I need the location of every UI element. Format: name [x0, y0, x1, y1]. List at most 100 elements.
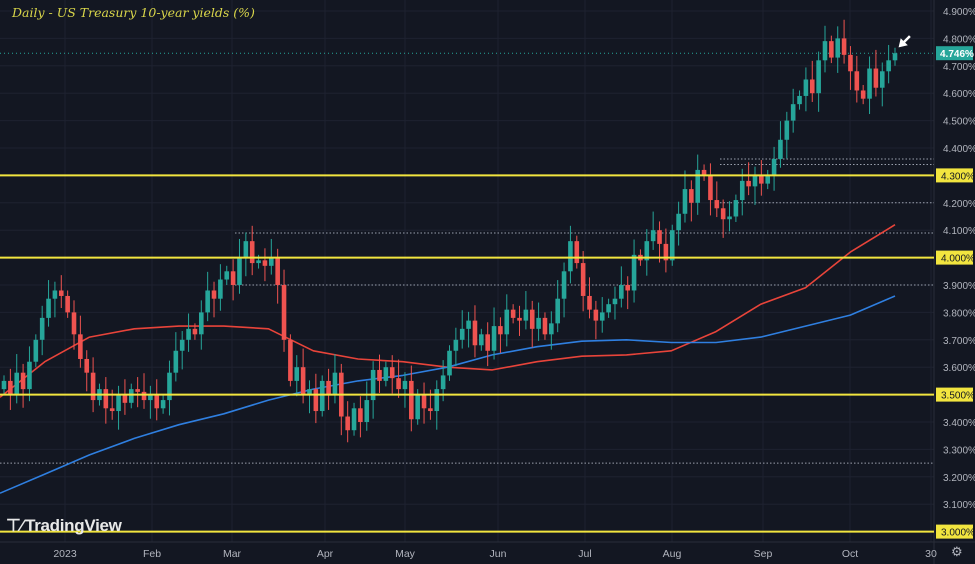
candle-body [739, 180, 745, 201]
candle-body [873, 68, 879, 88]
candle-body [447, 350, 452, 376]
candle-body [580, 263, 586, 296]
candle [599, 297, 605, 333]
candle [313, 373, 319, 424]
candle [669, 224, 675, 266]
candle [262, 248, 268, 282]
candle [555, 280, 560, 333]
candle-body [701, 169, 707, 176]
candle-body [78, 334, 83, 359]
candle [453, 327, 459, 367]
candle-body [198, 312, 204, 335]
candle [351, 402, 357, 436]
candle-body [300, 367, 306, 395]
candle-body [536, 317, 541, 329]
candle-body [459, 328, 465, 340]
candle [816, 51, 821, 112]
candle [364, 381, 370, 431]
candle-body [294, 367, 300, 381]
candle [701, 164, 707, 181]
price-axis-label: 3.300% [943, 445, 975, 456]
candle [141, 373, 147, 409]
candle [867, 56, 872, 115]
candle-body [479, 334, 484, 346]
candle-body [841, 38, 847, 55]
candle [224, 265, 230, 285]
candle [510, 304, 516, 324]
candle-body [860, 90, 866, 99]
candle [409, 365, 414, 432]
candle [829, 35, 834, 64]
candle-body [58, 290, 64, 296]
candle-body [409, 380, 414, 420]
candle [561, 262, 567, 318]
candle-body [517, 317, 522, 321]
price-axis-label: 4.700% [943, 62, 975, 73]
candle-body [52, 290, 58, 299]
candle [345, 401, 350, 443]
candle [809, 60, 815, 102]
candle-body [612, 298, 618, 305]
price-axis-label: 4.200% [943, 199, 975, 210]
arrow-head [898, 38, 908, 48]
candle-body [256, 260, 261, 264]
candle-body [561, 271, 567, 299]
candle-body [453, 339, 459, 351]
candle [192, 323, 198, 340]
candle [128, 383, 134, 409]
level-price-label: 3.500% [941, 391, 975, 402]
candle [587, 277, 592, 319]
candle-body [109, 408, 115, 412]
candle [657, 221, 662, 263]
candle-body [205, 290, 210, 313]
candle-body [542, 317, 548, 335]
candle [389, 355, 395, 394]
candle-body [33, 339, 39, 362]
candle-body [657, 230, 662, 244]
candle-body [504, 309, 510, 335]
candle-body [148, 394, 153, 401]
candle-body [803, 79, 809, 96]
candle [644, 229, 650, 276]
candle [27, 346, 32, 402]
candle-body [173, 350, 179, 373]
candle-body [485, 334, 490, 351]
candle [529, 300, 535, 348]
candle [205, 271, 210, 322]
price-axis-label: 3.900% [943, 281, 975, 292]
candle [695, 154, 701, 215]
gear-icon[interactable]: ⚙ [951, 544, 963, 559]
candle [580, 251, 586, 312]
candle-body [822, 41, 828, 61]
candle-body [491, 326, 497, 351]
candle [739, 168, 745, 216]
candle-body [472, 320, 478, 346]
candle-body [179, 339, 185, 351]
candle [396, 359, 401, 398]
candle-body [771, 158, 777, 176]
candle-body [892, 53, 898, 61]
candle [542, 312, 548, 340]
candle [160, 394, 166, 414]
candle [606, 298, 611, 318]
candle [332, 354, 338, 404]
candle-body [135, 389, 140, 392]
candle-body [249, 241, 255, 264]
candle-body [733, 200, 739, 217]
candle-body [345, 416, 350, 431]
candle-body [568, 241, 573, 272]
candle [249, 225, 255, 276]
candle-body [689, 189, 694, 203]
time-axis-label: Aug [663, 548, 682, 560]
candle-body [211, 290, 217, 299]
candle [230, 259, 236, 301]
candle [771, 146, 777, 191]
price-axis-label: 4.800% [943, 34, 975, 45]
time-axis-label: Oct [842, 548, 858, 560]
candle-body [160, 400, 166, 409]
candle [727, 201, 732, 232]
time-axis-label: Feb [143, 548, 161, 560]
candle-body [230, 271, 236, 285]
candle [479, 328, 484, 351]
